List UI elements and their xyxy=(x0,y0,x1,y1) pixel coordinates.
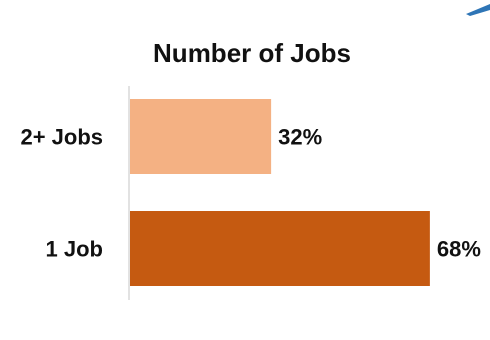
bar-group: 2+ Jobs 32% 1 Job 68% xyxy=(20,99,481,286)
bar-1-job xyxy=(130,211,430,286)
category-label-2-jobs: 2+ Jobs xyxy=(20,125,103,150)
bar-2-jobs xyxy=(130,99,272,174)
chart-title: Number of Jobs xyxy=(153,38,351,68)
data-label-1-job: 68% xyxy=(437,237,481,262)
category-label-1-job: 1 Job xyxy=(46,237,103,262)
data-label-2-jobs: 32% xyxy=(278,125,322,150)
corner-accent-icon xyxy=(466,4,490,16)
